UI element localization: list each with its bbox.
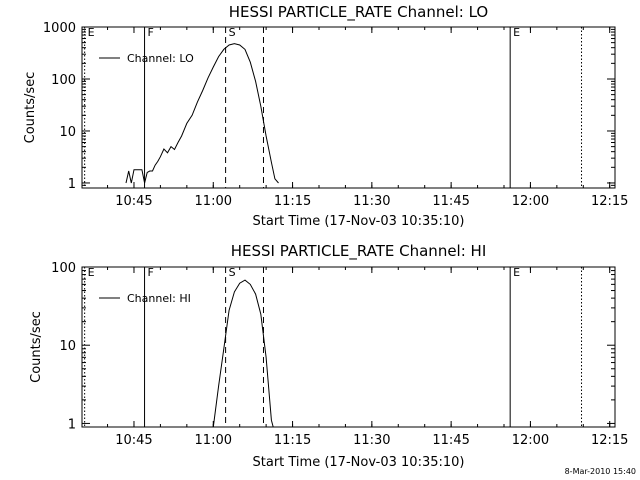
chart-title: HESSI PARTICLE_RATE Channel: LO [229,3,488,22]
x-tick-label: 11:30 [353,194,390,209]
legend: Channel: HI [99,292,191,305]
event-label: F [148,26,154,39]
series-line-1 [212,279,274,427]
x-tick-label: 11:00 [195,194,232,209]
x-tick-label: 12:00 [512,433,549,448]
series-line-1 [125,43,279,184]
y-axis-label: Counts/sec [29,311,44,383]
legend: Channel: LO [99,52,194,65]
generated-timestamp: 8-Mar-2010 15:40 [565,467,636,476]
x-tick-label: 11:45 [432,433,469,448]
x-tick-label: 11:00 [195,433,232,448]
y-tick-label: 1 [68,417,76,432]
y-tick-label: 1000 [43,21,76,36]
chart-title: HESSI PARTICLE_RATE Channel: HI [231,242,487,261]
event-label: E [513,266,520,279]
y-tick-label: 100 [51,73,76,88]
x-tick-label: 11:15 [274,194,311,209]
x-tick-label: 12:00 [512,194,549,209]
x-tick-label: 10:45 [115,433,152,448]
y-tick-label: 10 [59,125,76,140]
event-label: E [88,266,95,279]
x-tick-label: 11:30 [353,433,390,448]
x-tick-label: 12:15 [591,194,628,209]
plot-frame [81,26,616,189]
event-label: E [88,26,95,39]
plot-frame [81,266,616,428]
x-tick-label: 12:15 [591,433,628,448]
x-tick-label: 11:45 [432,194,469,209]
event-label: S [229,26,236,39]
chart-panel-1: HESSI PARTICLE_RATE Channel: LO 10:45 11:0… [23,3,628,229]
event-label: S [229,266,236,279]
y-tick-label: 1 [68,177,76,192]
y-tick-label: 10 [59,339,76,354]
chart-panel-2: HESSI PARTICLE_RATE Channel: HI 10:45 11:0… [29,242,628,470]
legend-label: Channel: HI [127,292,191,305]
y-axis-label: Counts/sec [23,72,38,144]
x-tick-label: 11:15 [274,433,311,448]
x-axis-label: Start Time (17-Nov-03 10:35:10) [253,455,465,470]
legend-label: Channel: LO [127,52,194,65]
x-tick-label: 10:45 [115,194,152,209]
event-label: F [148,266,154,279]
x-axis-label: Start Time (17-Nov-03 10:35:10) [253,214,465,229]
y-tick-label: 100 [51,261,76,276]
event-label: E [513,26,520,39]
